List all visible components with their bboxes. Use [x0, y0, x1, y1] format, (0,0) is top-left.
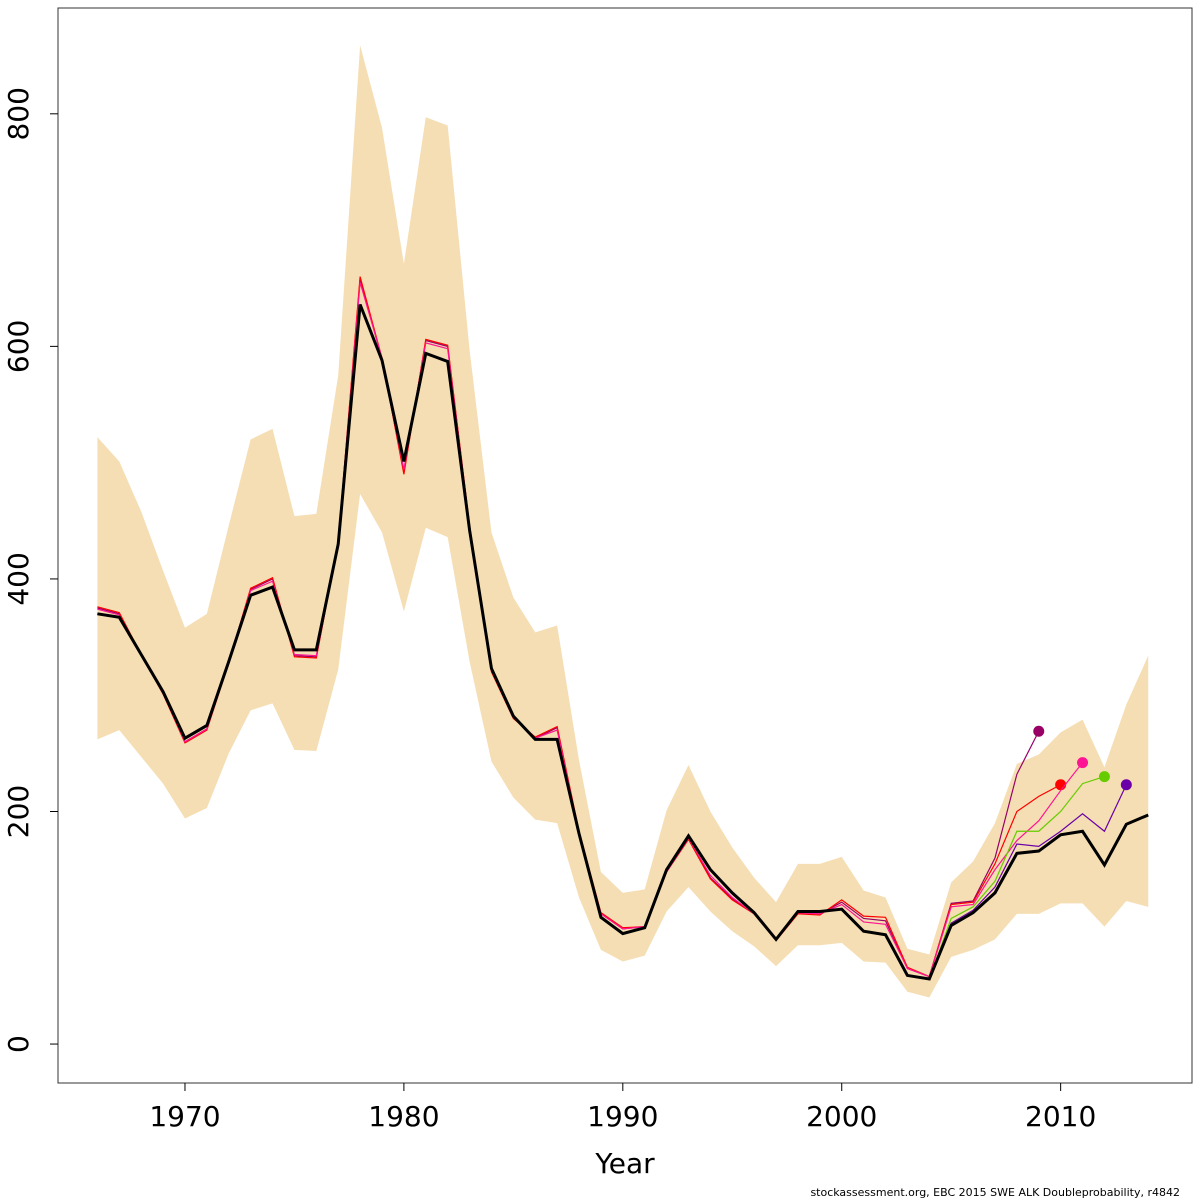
- y-tick-label: 200: [2, 785, 35, 838]
- retro-end-point: [1098, 771, 1110, 783]
- y-tick-label: 600: [2, 320, 35, 373]
- x-tick-label: 1990: [587, 1100, 658, 1133]
- y-tick-label: 400: [2, 552, 35, 605]
- x-tick-label: 2000: [806, 1100, 877, 1133]
- footer: stockassessment.org, EBC 2015 SWE ALK Do…: [810, 1186, 1180, 1199]
- main-line: [97, 303, 1149, 981]
- y-tick-label: 0: [2, 1035, 35, 1053]
- retro-end-point: [1120, 779, 1132, 791]
- x-axis-label: Year: [594, 1147, 655, 1180]
- x-tick-label: 2010: [1025, 1100, 1096, 1133]
- retro-end-point: [1033, 725, 1045, 737]
- y-tick-label: 800: [2, 87, 35, 140]
- confidence-band: [97, 45, 1149, 998]
- x-tick-label: 1980: [368, 1100, 439, 1133]
- x-tick-label: 1970: [149, 1100, 220, 1133]
- retro-end-point: [1077, 757, 1089, 769]
- plot-frame: [57, 7, 1193, 1084]
